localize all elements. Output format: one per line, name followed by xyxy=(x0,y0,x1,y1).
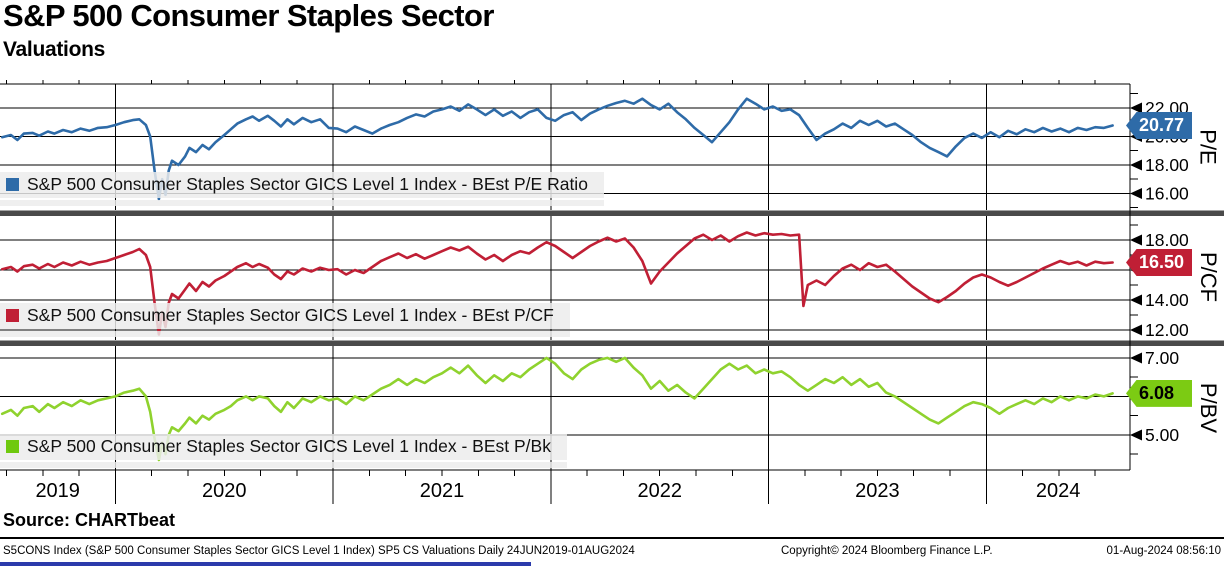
major-tick-arrow xyxy=(1130,187,1142,199)
legend-strip-pe xyxy=(0,200,604,206)
valuation-chart: 22.0020.0018.0016.0018.0016.0014.0012.00… xyxy=(0,80,1224,504)
legend-row-pe[interactable]: S&P 500 Consumer Staples Sector GICS Lev… xyxy=(0,172,604,198)
legend-pe[interactable]: S&P 500 Consumer Staples Sector GICS Lev… xyxy=(0,172,604,206)
major-tick-arrow xyxy=(1130,294,1142,306)
y-tick-label: 5.00 xyxy=(1145,425,1179,445)
x-year-label: 2019 xyxy=(35,480,80,502)
last-value-tag-pe: 20.77 xyxy=(1126,111,1192,139)
legend-strip-pcf xyxy=(0,331,570,337)
x-year-label: 2022 xyxy=(637,480,682,502)
terminal-bottom-bar xyxy=(0,562,531,566)
legend-pcf[interactable]: S&P 500 Consumer Staples Sector GICS Lev… xyxy=(0,303,570,337)
pe-series-marker-icon xyxy=(6,178,19,191)
footer-copyright: Copyright© 2024 Bloomberg Finance L.P. xyxy=(781,545,993,557)
panel-divider xyxy=(0,210,1224,216)
last-value-tag-pcf: 16.50 xyxy=(1126,248,1192,276)
pbv-series-marker-icon xyxy=(6,440,19,453)
y-tick-label: 12.00 xyxy=(1145,320,1189,340)
major-tick-arrow xyxy=(1130,352,1142,364)
pcf-series-marker-icon xyxy=(6,309,19,322)
x-year-label: 2021 xyxy=(420,480,465,502)
legend-label-pe: S&P 500 Consumer Staples Sector GICS Lev… xyxy=(27,174,588,194)
legend-row-pcf[interactable]: S&P 500 Consumer Staples Sector GICS Lev… xyxy=(0,303,570,329)
legend-label-pbv: S&P 500 Consumer Staples Sector GICS Lev… xyxy=(27,436,551,456)
major-tick-arrow xyxy=(1130,159,1142,171)
footer-timestamp: 01-Aug-2024 08:56:10 xyxy=(1106,545,1221,557)
source-line: Source: CHARTbeat xyxy=(3,510,176,530)
major-tick-arrow xyxy=(1130,429,1142,441)
y-tick-label: 16.00 xyxy=(1145,183,1189,203)
page-subtitle: Valuations xyxy=(3,38,106,61)
page-title: S&P 500 Consumer Staples Sector xyxy=(3,0,494,33)
x-year-label: 2024 xyxy=(1036,480,1081,502)
major-tick-arrow xyxy=(1130,102,1142,114)
y-tick-label: 7.00 xyxy=(1145,348,1179,368)
y-tick-label: 14.00 xyxy=(1145,290,1189,310)
legend-strip-pbv xyxy=(0,462,567,468)
axis-title-pcf: P/CF xyxy=(1196,251,1221,303)
y-tick-label: 18.00 xyxy=(1145,155,1189,175)
y-tick-label: 18.00 xyxy=(1145,230,1189,250)
footer-divider xyxy=(0,537,1224,539)
x-year-label: 2020 xyxy=(202,480,247,502)
legend-label-pcf: S&P 500 Consumer Staples Sector GICS Lev… xyxy=(27,305,554,325)
axis-title-pbv: P/BV xyxy=(1196,382,1222,434)
last-value-tag-pbv: 6.08 xyxy=(1126,379,1192,407)
major-tick-arrow xyxy=(1130,234,1142,246)
x-year-label: 2023 xyxy=(855,480,900,502)
legend-row-pbv[interactable]: S&P 500 Consumer Staples Sector GICS Lev… xyxy=(0,434,567,460)
footer-security-description: S5CONS Index (S&P 500 Consumer Staples S… xyxy=(3,545,635,557)
major-tick-arrow xyxy=(1130,324,1142,336)
legend-pbv[interactable]: S&P 500 Consumer Staples Sector GICS Lev… xyxy=(0,434,567,468)
axis-title-pe: P/E xyxy=(1196,129,1221,165)
panel-divider xyxy=(0,340,1224,346)
